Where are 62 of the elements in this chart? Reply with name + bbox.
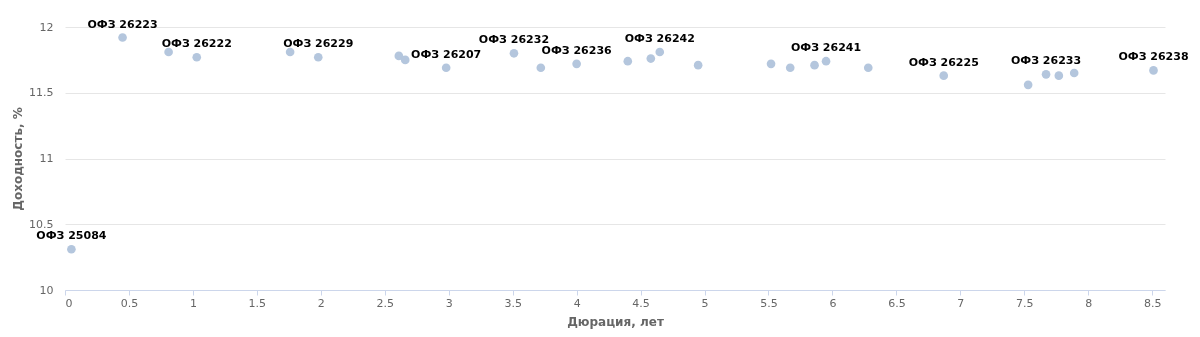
x-tick-label: 4.5	[632, 296, 650, 310]
x-tick-label: 1	[189, 296, 197, 310]
y-tick-label: 10.5	[29, 217, 54, 231]
annotation: ОФЗ 26225	[908, 55, 979, 69]
x-tick-label: 7	[957, 296, 965, 310]
x-tick-label: 3.5	[504, 296, 522, 310]
y-tick-label: 11	[39, 152, 54, 165]
point	[693, 60, 703, 70]
point	[623, 56, 633, 66]
x-tick-label: 8	[1085, 296, 1093, 310]
y-tick-label: 11.5	[29, 86, 54, 100]
annotation: ОФЗ 25084	[36, 229, 107, 243]
point	[1041, 70, 1051, 79]
point	[164, 47, 173, 57]
point	[810, 60, 819, 70]
x-tick-label: 6.5	[888, 296, 906, 310]
x-tick-label: 1.5	[248, 296, 267, 310]
point	[313, 52, 323, 62]
x-tick-label: 6	[829, 296, 837, 310]
point	[646, 54, 656, 63]
x-tick-label: 5	[701, 296, 709, 310]
point	[509, 48, 519, 58]
annotation: ОФЗ 26242	[624, 31, 695, 45]
point	[655, 47, 665, 57]
point	[67, 244, 76, 254]
annotation: ОФЗ 26233	[1010, 54, 1082, 68]
annotation: ОФЗ 26223	[87, 17, 158, 31]
x-tick-label: 4	[573, 296, 581, 310]
point	[572, 59, 581, 69]
y-tick-label: 10	[39, 283, 54, 297]
point	[192, 52, 202, 62]
point	[1149, 66, 1158, 75]
annotation: ОФЗ 26207	[411, 47, 482, 61]
annotation: ОФЗ 26238	[1118, 50, 1189, 64]
y-axis-title: Доходность, %	[11, 107, 26, 211]
x-tick-label: 0	[65, 296, 73, 310]
point	[394, 51, 404, 61]
point	[1023, 80, 1033, 90]
point	[785, 63, 795, 73]
x-tick-label: 7.5	[1016, 296, 1034, 310]
point	[118, 33, 127, 42]
point	[766, 59, 776, 69]
point	[939, 71, 949, 80]
annotation: ОФЗ 26222	[161, 37, 232, 51]
x-tick-label: 8.5	[1143, 296, 1162, 310]
y-tick-label: 12	[39, 20, 54, 34]
x-tick-label: 5.5	[760, 296, 778, 310]
x-tick-label: 3	[445, 296, 453, 310]
point	[1069, 68, 1079, 78]
point	[821, 56, 831, 66]
x-tick-label: 0.5	[120, 296, 139, 310]
point	[441, 63, 451, 73]
point	[863, 63, 873, 73]
x-tick-label: 2	[317, 296, 325, 310]
annotation: ОФЗ 26241	[790, 41, 862, 55]
point	[400, 55, 410, 65]
x-axis-title: Дюрация, лет	[567, 314, 664, 329]
point	[1054, 71, 1064, 80]
x-tick-label: 2.5	[376, 296, 395, 310]
point	[536, 63, 546, 73]
point	[285, 47, 295, 57]
annotation: ОФЗ 26229	[283, 37, 354, 51]
